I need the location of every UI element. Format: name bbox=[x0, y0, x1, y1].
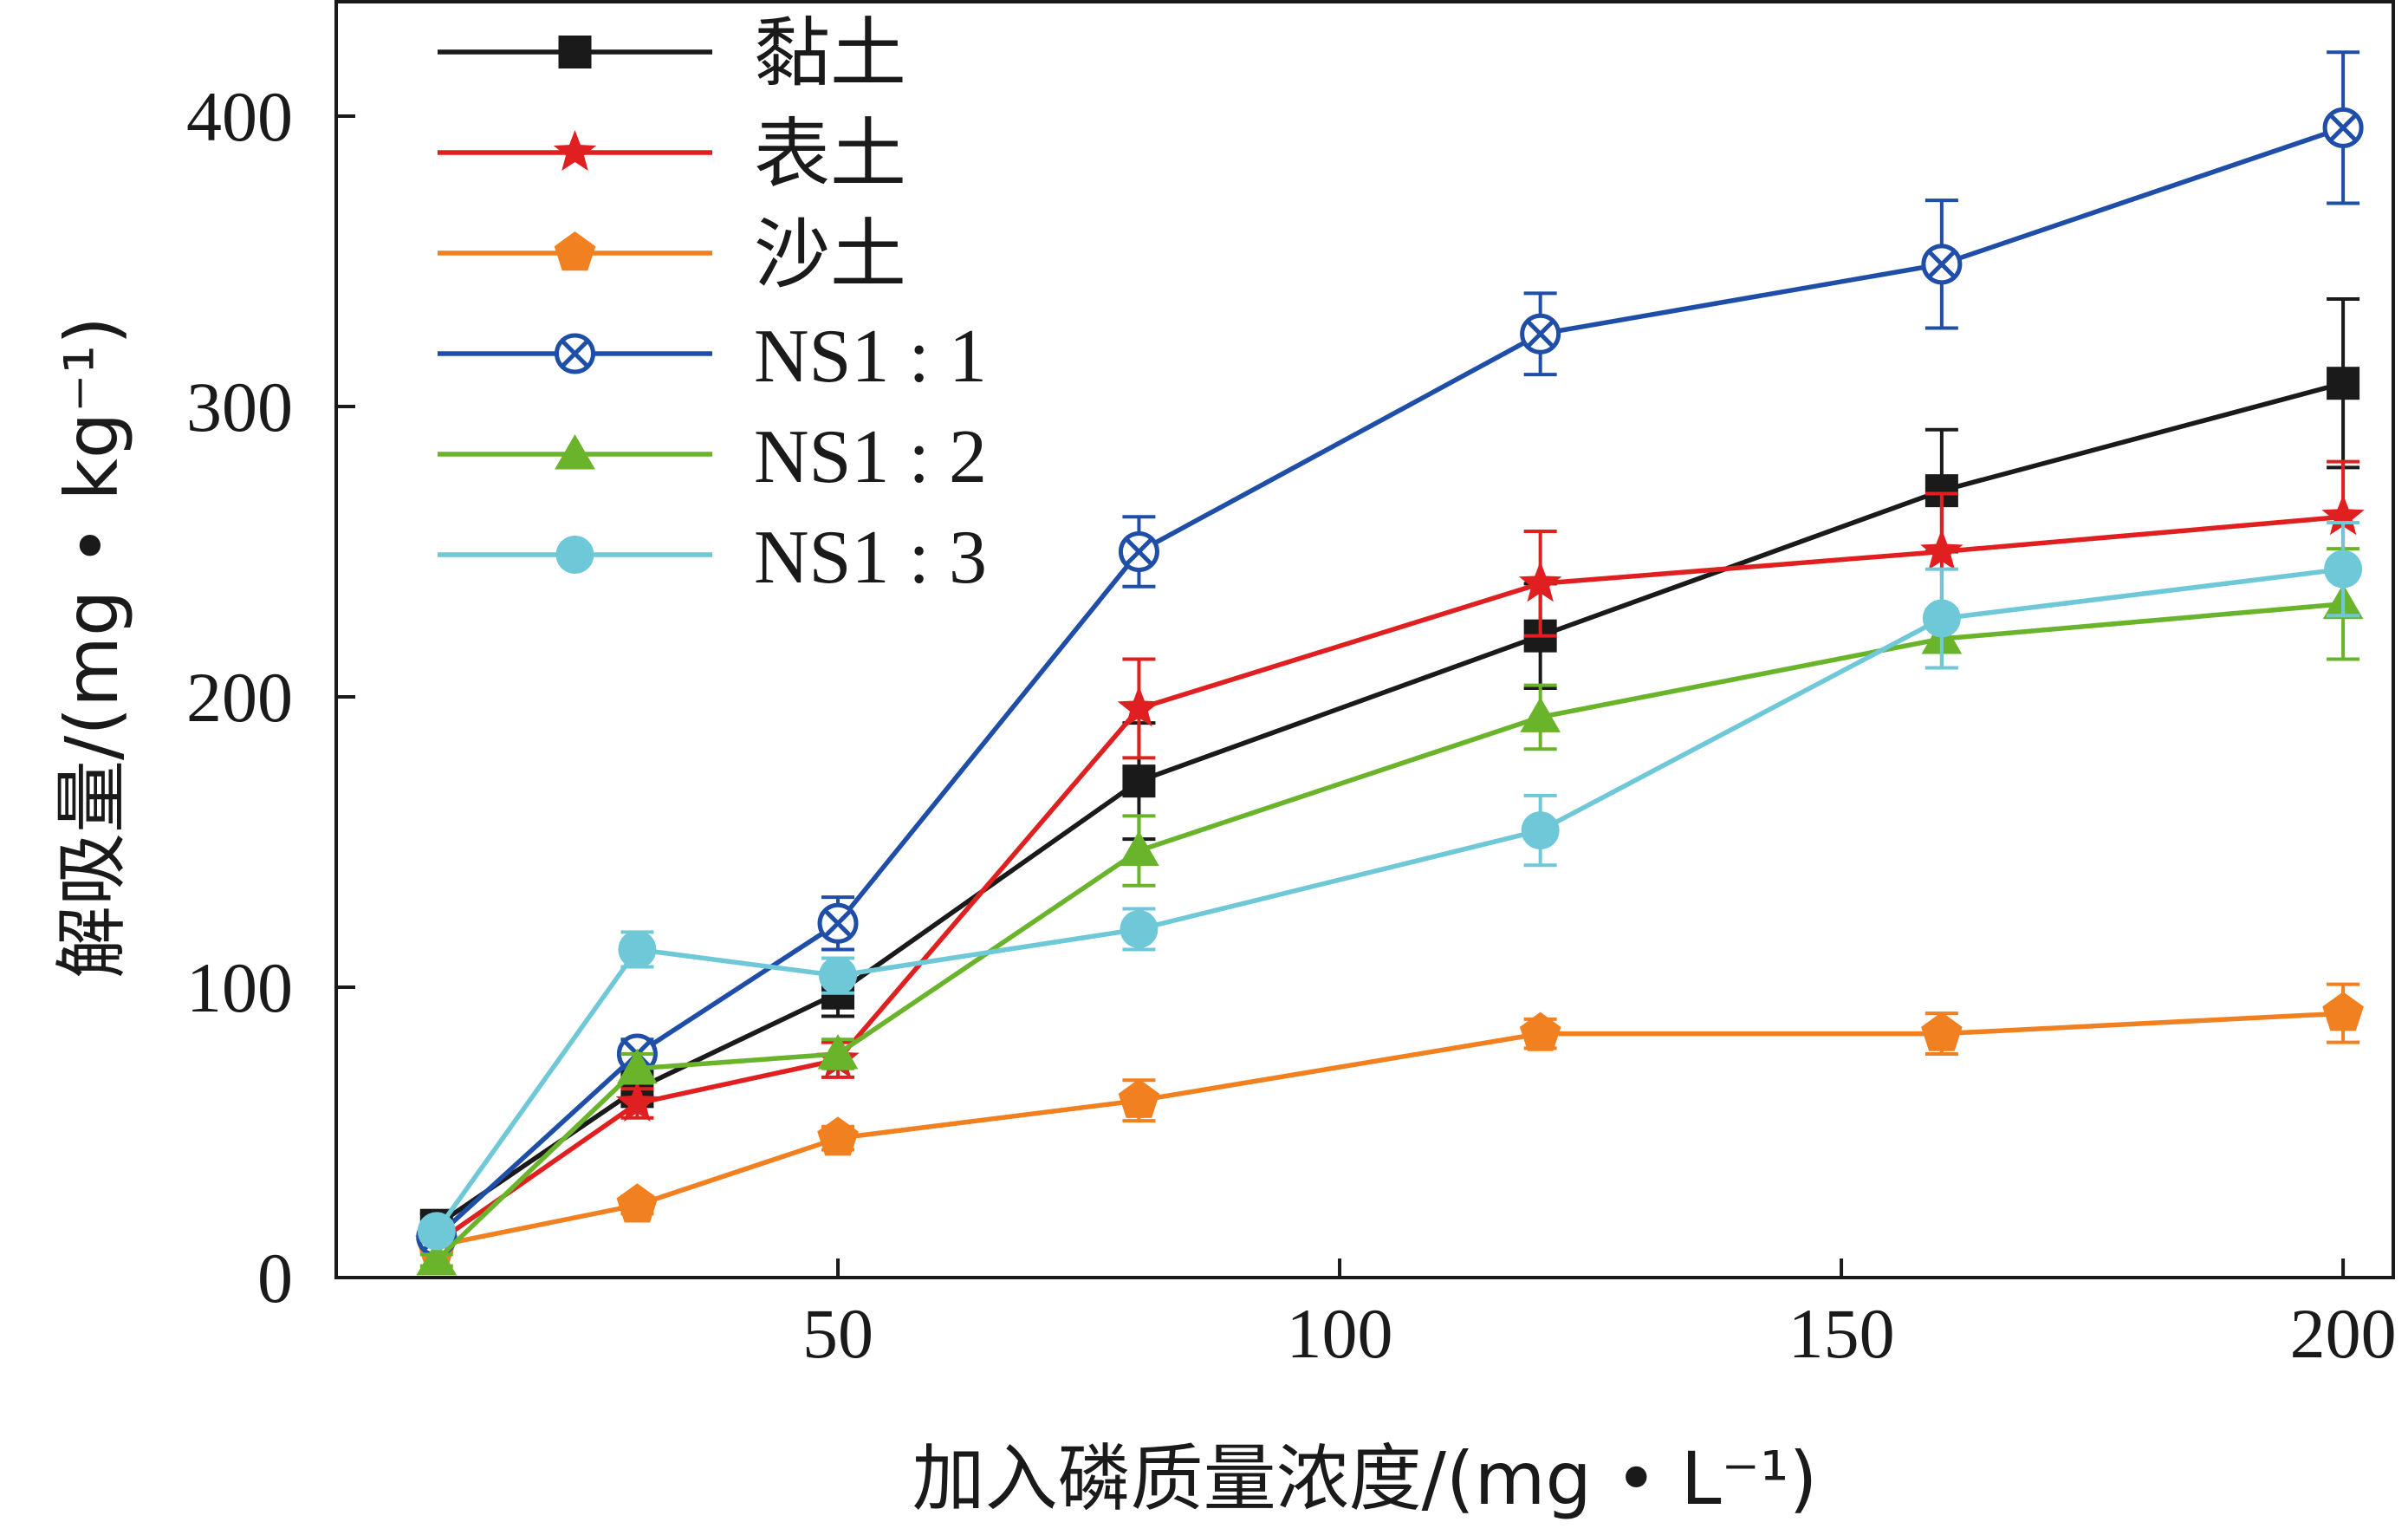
data-point bbox=[617, 1048, 658, 1084]
series-4 bbox=[416, 50, 2364, 1258]
legend-label: NS1 : 1 bbox=[754, 315, 987, 399]
data-point bbox=[1922, 599, 1961, 638]
data-point bbox=[1122, 764, 1156, 798]
data-point bbox=[618, 930, 657, 969]
data-point bbox=[819, 956, 858, 995]
series-line bbox=[434, 125, 2344, 1239]
y-axis-title: 解吸量/(mg • kg⁻¹) bbox=[49, 316, 134, 979]
data-point bbox=[817, 1116, 859, 1156]
x-tick-label: 50 bbox=[802, 1294, 873, 1373]
data-point bbox=[1521, 811, 1560, 850]
legend-item: NS1 : 1 bbox=[438, 315, 987, 399]
data-point bbox=[1520, 697, 1561, 732]
data-point bbox=[1120, 910, 1159, 948]
legend-item: 黏土 bbox=[438, 13, 906, 97]
legend-marker bbox=[558, 36, 592, 68]
data-point bbox=[1118, 1078, 1160, 1118]
legend-item: NS1 : 2 bbox=[438, 415, 987, 499]
data-point bbox=[616, 1183, 659, 1223]
data-point bbox=[1921, 1011, 1963, 1051]
legend-label: 沙土 bbox=[754, 214, 906, 298]
series-line bbox=[434, 566, 2344, 1233]
data-point bbox=[2324, 550, 2363, 589]
series-line bbox=[434, 602, 2344, 1262]
series-3 bbox=[416, 982, 2364, 1264]
legend-label: NS1 : 3 bbox=[754, 516, 987, 600]
series-line bbox=[435, 514, 2344, 1246]
legend-marker bbox=[553, 130, 597, 171]
series-line bbox=[435, 380, 2344, 1227]
data-point bbox=[1117, 686, 1161, 727]
y-tick-label: 100 bbox=[186, 948, 293, 1027]
legend-marker bbox=[555, 333, 595, 374]
series-6 bbox=[417, 521, 2363, 1251]
series-layer bbox=[415, 50, 2365, 1276]
plot-frame bbox=[334, 0, 2395, 1279]
legend-label: 黏土 bbox=[754, 13, 906, 97]
legend-item: 沙土 bbox=[438, 214, 906, 298]
data-point bbox=[1518, 561, 1562, 602]
data-point bbox=[1118, 531, 1159, 572]
y-tick-label: 0 bbox=[257, 1239, 293, 1317]
y-tick-label: 200 bbox=[186, 658, 293, 737]
y-axis: 0 100 200 300 400 bbox=[186, 77, 355, 1317]
x-tick-label: 100 bbox=[1287, 1294, 1393, 1373]
series-5 bbox=[416, 547, 2364, 1276]
x-tick-label: 150 bbox=[1788, 1294, 1895, 1373]
x-axis-title: 加入磷质量浓度/(mg • L⁻¹) bbox=[912, 1436, 1818, 1521]
data-point bbox=[817, 902, 859, 944]
data-point bbox=[416, 1239, 458, 1276]
data-point bbox=[817, 1034, 859, 1070]
data-point bbox=[2321, 494, 2365, 536]
data-point bbox=[417, 1212, 456, 1251]
data-point bbox=[1520, 313, 1561, 354]
data-point bbox=[2327, 367, 2360, 400]
series-2 bbox=[415, 459, 2365, 1261]
data-point bbox=[1119, 830, 1159, 866]
data-point bbox=[615, 1081, 659, 1122]
data-point bbox=[1920, 529, 1963, 570]
legend-marker bbox=[554, 231, 596, 271]
data-point bbox=[2322, 107, 2364, 148]
legend-label: 表土 bbox=[754, 114, 906, 198]
legend-marker bbox=[555, 536, 594, 574]
legend-item: NS1 : 3 bbox=[438, 516, 987, 600]
data-point bbox=[1519, 1011, 1561, 1051]
y-tick-label: 300 bbox=[186, 367, 293, 446]
legend-label: NS1 : 2 bbox=[754, 415, 987, 499]
series-1 bbox=[419, 297, 2360, 1242]
x-tick-label: 200 bbox=[2290, 1294, 2397, 1373]
x-axis: 50 100 150 200 bbox=[802, 1259, 2397, 1373]
data-point bbox=[1921, 244, 1963, 285]
legend-item: 表土 bbox=[438, 114, 906, 198]
y-tick-label: 400 bbox=[186, 77, 293, 156]
data-point bbox=[2322, 992, 2364, 1031]
legend-marker bbox=[555, 434, 595, 470]
plot-border bbox=[334, 0, 2395, 1279]
